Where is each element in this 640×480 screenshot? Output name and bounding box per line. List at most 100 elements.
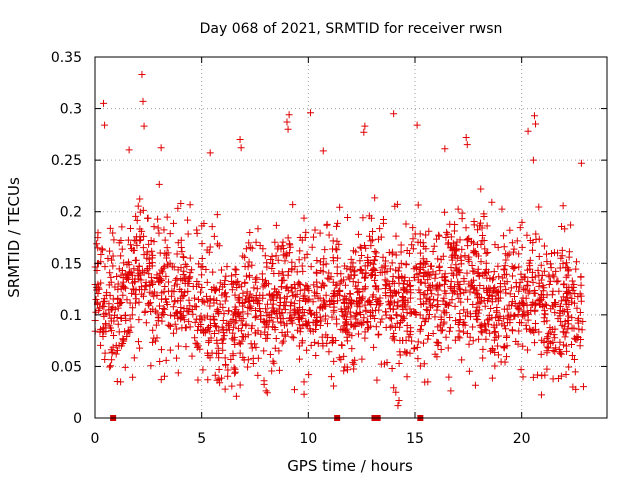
data-point (454, 205, 462, 213)
data-point (130, 354, 138, 362)
data-point (491, 241, 499, 249)
data-point (178, 248, 186, 256)
data-point (108, 356, 116, 364)
axis-ticks (94, 56, 607, 419)
data-point (135, 263, 143, 271)
y-tick-labels: 0 0.05 0.1 0.15 0.2 0.25 0.3 0.35 (51, 50, 82, 427)
data-point (319, 304, 327, 312)
data-point (138, 71, 146, 79)
data-point (565, 312, 573, 320)
data-point (462, 312, 470, 320)
data-point (114, 304, 122, 312)
data-point (117, 252, 125, 260)
data-point (219, 346, 227, 354)
data-point (481, 302, 489, 310)
data-point (181, 288, 189, 296)
data-point (482, 249, 490, 257)
data-point (106, 247, 114, 255)
data-point (364, 317, 372, 325)
data-point (132, 286, 140, 294)
data-point (177, 244, 185, 252)
data-point (252, 238, 260, 246)
data-point (371, 248, 379, 256)
data-point (373, 376, 381, 384)
data-point (529, 373, 537, 381)
y-tick-label: 0.3 (60, 102, 82, 118)
data-point (437, 326, 445, 334)
data-point (198, 255, 206, 263)
data-point (480, 210, 488, 218)
data-point (494, 351, 502, 359)
data-point (406, 349, 414, 357)
data-point (545, 271, 553, 279)
data-point (535, 235, 543, 243)
data-point (295, 279, 303, 287)
data-point (571, 368, 579, 376)
data-point (343, 363, 351, 371)
data-point (206, 354, 214, 362)
data-point (334, 219, 342, 227)
data-point (150, 238, 158, 246)
data-point (167, 322, 175, 330)
data-point (361, 334, 369, 342)
data-point (518, 218, 526, 226)
data-point (508, 298, 516, 306)
data-point (232, 392, 240, 400)
data-point (482, 259, 490, 267)
data-point (129, 304, 137, 312)
data-point (354, 230, 362, 238)
data-point (485, 291, 493, 299)
data-point (243, 292, 251, 300)
data-point (128, 245, 136, 253)
data-point (368, 236, 376, 244)
data-point (134, 338, 142, 346)
data-point (488, 374, 496, 382)
data-point (322, 312, 330, 320)
data-point (420, 273, 428, 281)
data-point (442, 277, 450, 285)
data-point (248, 344, 256, 352)
data-point (205, 338, 213, 346)
data-point (120, 259, 128, 267)
data-point (144, 300, 152, 308)
data-point (311, 292, 319, 300)
data-point (276, 294, 284, 302)
data-point (126, 315, 134, 323)
data-point (286, 241, 294, 249)
data-point (163, 244, 171, 252)
data-point (100, 327, 108, 335)
data-point (451, 336, 459, 344)
data-point (184, 230, 192, 238)
data-point (537, 391, 545, 399)
data-point (495, 332, 503, 340)
data-point (428, 301, 436, 309)
data-point (404, 298, 412, 306)
data-point (540, 284, 548, 292)
data-point (419, 255, 427, 263)
data-point (504, 251, 512, 259)
data-point (379, 253, 387, 261)
data-point (239, 308, 247, 316)
data-point (221, 281, 229, 289)
data-point (308, 243, 316, 251)
data-point (133, 216, 141, 224)
data-point (474, 226, 482, 234)
data-point (508, 239, 516, 247)
data-point (577, 273, 585, 281)
data-point (305, 286, 313, 294)
data-point (456, 236, 464, 244)
data-point (148, 247, 156, 255)
data-point (357, 296, 365, 304)
data-point (184, 287, 192, 295)
data-point (281, 332, 289, 340)
data-point (206, 322, 214, 330)
data-point (151, 337, 159, 345)
data-point (158, 317, 166, 325)
data-point (432, 284, 440, 292)
data-point (431, 313, 439, 321)
data-point (152, 321, 160, 329)
data-point (456, 269, 464, 277)
data-point (319, 147, 327, 155)
data-point (284, 268, 292, 276)
data-point (337, 305, 345, 313)
